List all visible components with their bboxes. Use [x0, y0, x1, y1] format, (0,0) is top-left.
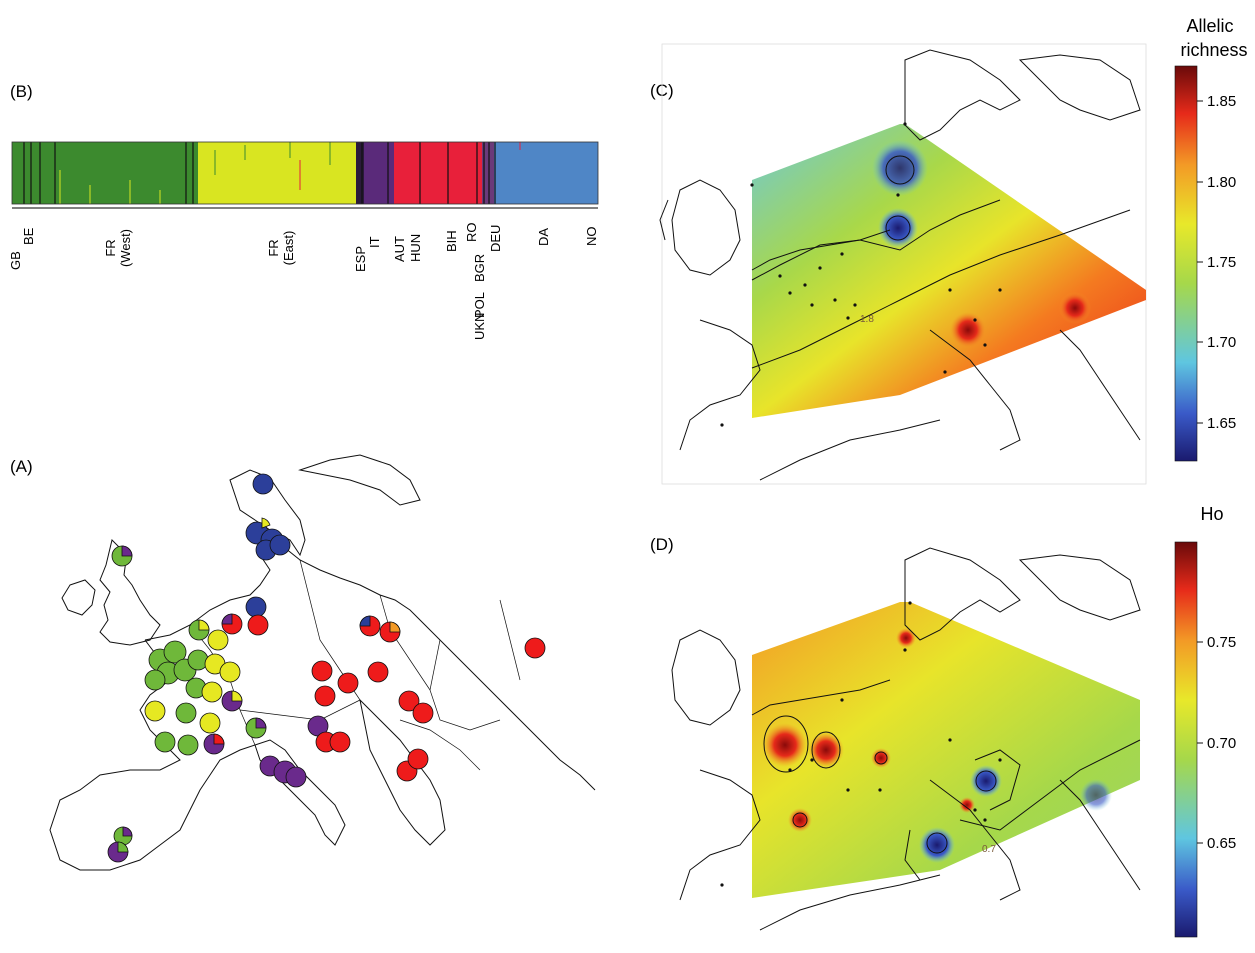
pop-label-FR-West-2: (West) [118, 229, 133, 267]
population-labels: GB BE FR (West) FR (East) ESP IT AUT HUN… [8, 223, 599, 341]
pop-label-ESP: ESP [353, 246, 368, 272]
pop-label-POL: POL [472, 292, 487, 318]
legend-C-tick-2: 1.75 [1207, 254, 1236, 271]
pop-label-FR-East-1: FR [266, 239, 281, 256]
map-D-coastline [671, 547, 1141, 931]
panel-label-A: (A) [10, 457, 33, 476]
pie-FR-11 [201, 681, 223, 703]
pie-BIH-3 [329, 731, 351, 753]
pop-label-AUT: AUT [392, 236, 407, 262]
pop-label-IT: IT [367, 236, 382, 248]
contour-label-D: 0.7 [982, 844, 996, 855]
pop-label-DEU: DEU [488, 225, 503, 252]
pop-label-GB: GB [8, 251, 23, 270]
pie-IT-3 [285, 766, 307, 788]
legend-D-title: Ho [1200, 504, 1223, 524]
pie-DA-4 [269, 534, 291, 556]
legend-C-tick-1: 1.80 [1207, 174, 1236, 191]
legend-C-tick-4: 1.65 [1207, 415, 1236, 432]
map-C-frame [661, 43, 1147, 485]
pie-NO-1 [252, 473, 274, 495]
pie-FR-14 [175, 702, 197, 724]
pop-label-UKN: UKN [472, 313, 487, 340]
pie-AUT-2 [314, 685, 336, 707]
pop-label-BGR: BGR [472, 254, 487, 282]
map-C-surface [752, 124, 1146, 418]
contour-label-C: 1.8 [860, 314, 874, 325]
pop-label-HUN: HUN [408, 234, 423, 262]
pie-HUN-2 [367, 661, 389, 683]
pie-FR-7 [187, 649, 209, 671]
pop-label-DA: DA [536, 228, 551, 246]
legend-C-tick-0: 1.85 [1207, 93, 1236, 110]
pie-FR-16 [154, 731, 176, 753]
legend-D-tick-0: 0.75 [1207, 634, 1236, 651]
pie-markers [107, 473, 546, 863]
structure-bar-plot [11, 141, 599, 209]
pie-RO-1 [398, 690, 420, 712]
pie-BGR-2 [407, 748, 429, 770]
pie-FR-15 [199, 712, 221, 734]
pie-UKN-1 [524, 637, 546, 659]
legend-D-colorbar [1174, 541, 1198, 938]
pie-RO-2 [412, 702, 434, 724]
legend-C-tick-3: 1.70 [1207, 334, 1236, 351]
pie-AUT-1 [311, 660, 333, 682]
map-D-contours [763, 715, 1141, 881]
pop-label-NO: NO [584, 227, 599, 247]
pie-FR-6 [144, 669, 166, 691]
legend-C-ticks [1197, 100, 1203, 424]
pie-DEU-1 [245, 596, 267, 618]
pop-label-FR-West-1: FR [103, 239, 118, 256]
map-C-contours [751, 155, 1131, 369]
legend-D-ticks [1197, 641, 1203, 844]
legend-D-tick-2: 0.65 [1207, 835, 1236, 852]
map-D-sample-points [720, 601, 1002, 887]
legend-C-tick-labels: 1.85 1.80 1.75 1.70 1.65 [1207, 93, 1236, 432]
pie-HUN-1 [337, 672, 359, 694]
legend-C-title-1: Allelic [1186, 16, 1233, 36]
pie-FR-17 [177, 734, 199, 756]
legend-D-tick-labels: 0.75 0.70 0.65 [1207, 634, 1236, 852]
pie-DA-slice [261, 517, 271, 529]
pop-label-FR-East-2: (East) [281, 231, 296, 266]
pop-label-BE: BE [21, 227, 36, 245]
legend-C-colorbar [1174, 65, 1198, 462]
pop-label-RO: RO [464, 223, 479, 243]
map-C-coastline [659, 49, 1141, 481]
legend-C-title-2: richness [1180, 40, 1247, 60]
map-D-surface [752, 602, 1140, 898]
pie-DEU-3 [247, 614, 269, 636]
pie-FR-13 [144, 700, 166, 722]
panel-label-D: (D) [650, 535, 674, 554]
pop-label-BIH: BIH [444, 230, 459, 252]
pie-FR-12 [219, 661, 241, 683]
map-C-sample-points [720, 122, 1002, 427]
legend-D-tick-1: 0.70 [1207, 735, 1236, 752]
panel-label-B: (B) [10, 82, 33, 101]
pie-FR-10 [207, 629, 229, 651]
pie-FR-3 [163, 640, 187, 664]
